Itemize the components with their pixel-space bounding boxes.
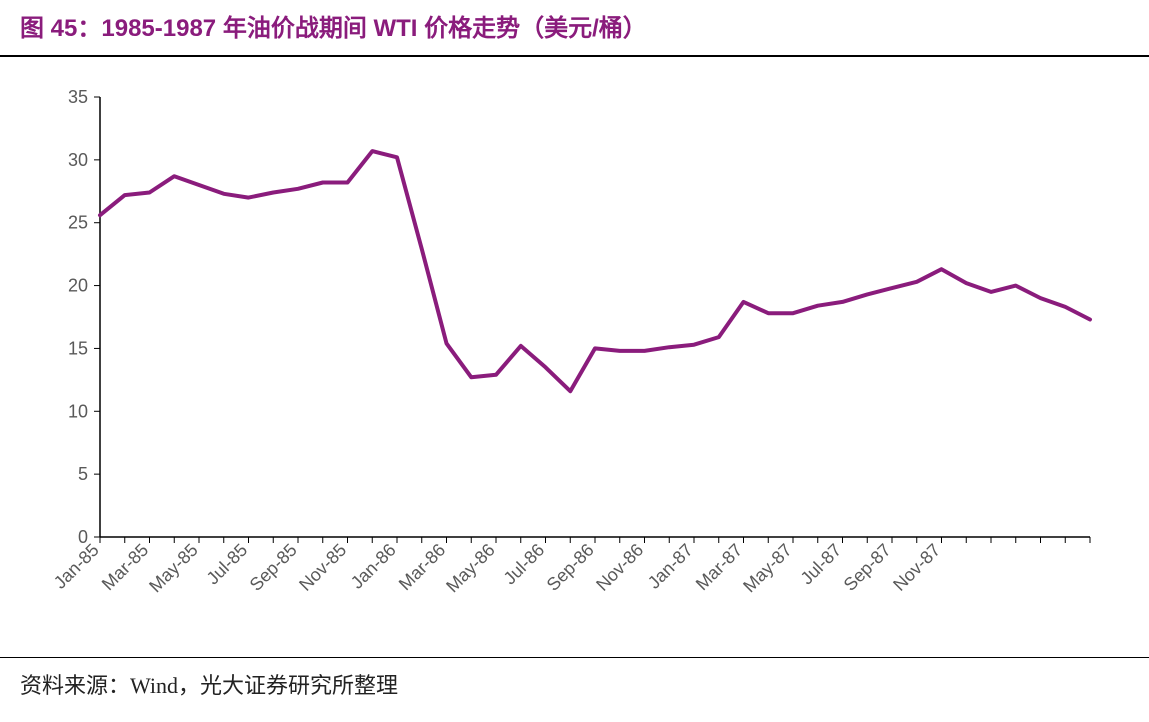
source-row: 资料来源：Wind，光大证券研究所整理	[0, 657, 1149, 708]
svg-text:20: 20	[68, 276, 88, 296]
source-label: 资料来源：	[20, 673, 130, 698]
svg-text:15: 15	[68, 338, 88, 358]
svg-text:10: 10	[68, 401, 88, 421]
title-prefix: 图 45：	[20, 15, 101, 42]
source-text: Wind，光大证券研究所整理	[130, 673, 398, 698]
figure-container: 图 45：1985-1987 年油价战期间 WTI 价格走势（美元/桶） 051…	[0, 0, 1149, 708]
title-row: 图 45：1985-1987 年油价战期间 WTI 价格走势（美元/桶）	[0, 0, 1149, 57]
chart-area: 05101520253035Jan-85Mar-85May-85Jul-85Se…	[0, 57, 1149, 657]
svg-text:30: 30	[68, 150, 88, 170]
title-text: 1985-1987 年油价战期间 WTI 价格走势（美元/桶）	[101, 15, 646, 42]
svg-text:5: 5	[78, 464, 88, 484]
figure-title: 图 45：1985-1987 年油价战期间 WTI 价格走势（美元/桶）	[20, 15, 647, 42]
svg-text:35: 35	[68, 87, 88, 107]
line-chart: 05101520253035Jan-85Mar-85May-85Jul-85Se…	[30, 87, 1110, 647]
svg-text:25: 25	[68, 213, 88, 233]
